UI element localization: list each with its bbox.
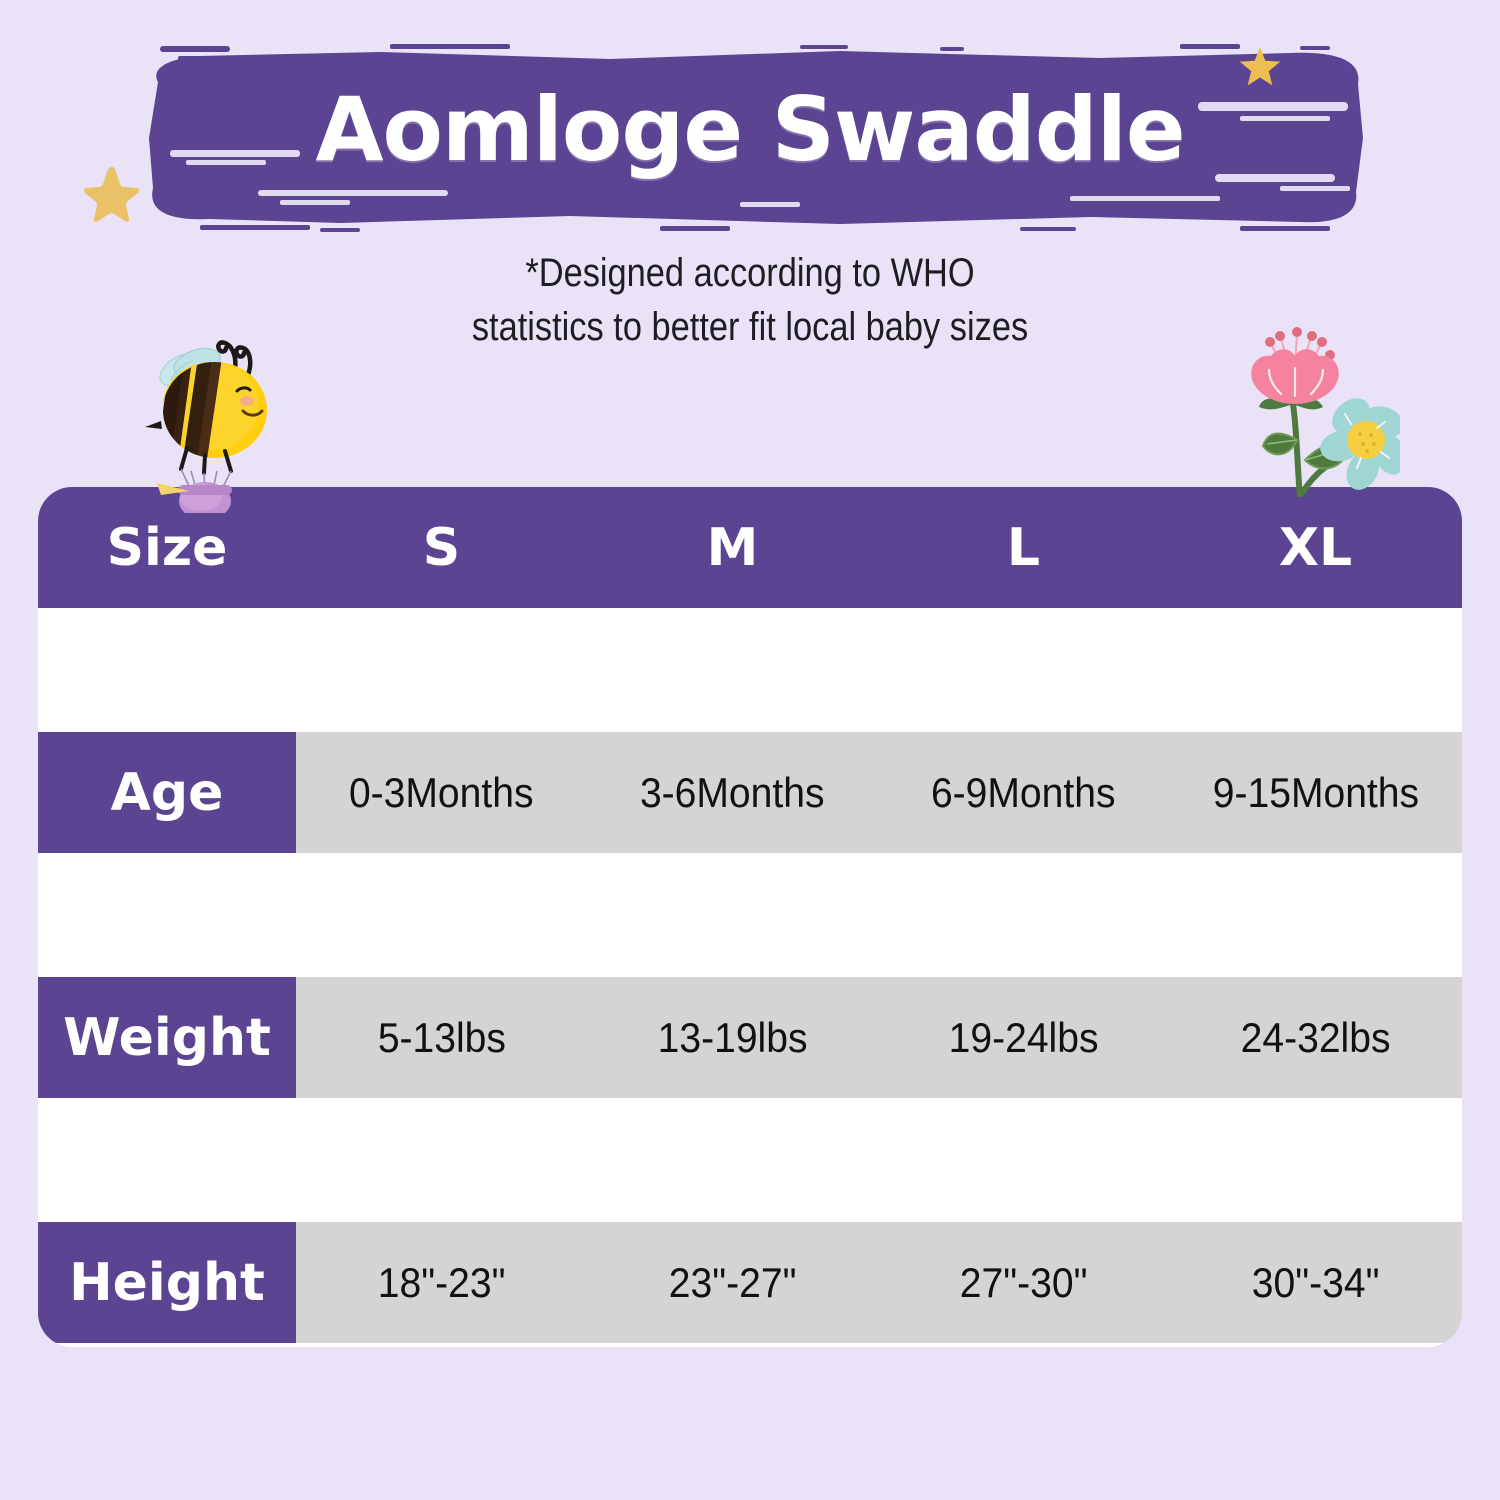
cell-age-m: 3-6Months <box>640 768 825 816</box>
table-row: Height 18"-23" 23"-27" 27"-30" 30"-34" <box>38 1222 1462 1343</box>
row-values-age: 0-3Months 3-6Months 6-9Months 9-15Months <box>296 732 1462 853</box>
subtitle-line-1: *Designed according to WHO <box>525 251 975 295</box>
cell-weight-xl: 24-32lbs <box>1240 1013 1391 1061</box>
table-header-l: L <box>1006 517 1041 578</box>
star-icon <box>83 167 140 222</box>
cell-weight-m: 13-19lbs <box>657 1013 808 1061</box>
size-chart-table: Size S M L XL Age 0-3Months 3-6Months 6-… <box>38 487 1462 1347</box>
cell-height-s: 18"-23" <box>377 1258 506 1306</box>
subtitle-line-2: statistics to better fit local baby size… <box>471 305 1029 349</box>
cell-age-xl: 9-15Months <box>1212 768 1419 816</box>
row-label-age: Age <box>38 732 296 853</box>
cell-weight-l: 19-24lbs <box>948 1013 1099 1061</box>
brush-stroke-shape <box>149 44 1363 232</box>
table-header-m: M <box>706 517 759 578</box>
cell-height-xl: 30"-34" <box>1251 1258 1380 1306</box>
cell-age-l: 6-9Months <box>931 768 1116 816</box>
page-title: Aomloge Swaddle <box>315 78 1185 181</box>
table-row: Age 0-3Months 3-6Months 6-9Months 9-15Mo… <box>38 732 1462 853</box>
subtitle: *Designed according to WHO statistics to… <box>105 246 1395 354</box>
row-label-height: Height <box>38 1222 296 1343</box>
table-header-size: Size <box>106 517 228 578</box>
table-row: Weight 5-13lbs 13-19lbs 19-24lbs 24-32lb… <box>38 977 1462 1098</box>
table-header-row: Size S M L XL <box>38 487 1462 608</box>
table-header-s: S <box>422 517 461 578</box>
row-values-weight: 5-13lbs 13-19lbs 19-24lbs 24-32lbs <box>296 977 1462 1098</box>
cell-height-m: 23"-27" <box>668 1258 797 1306</box>
table-header-xl: XL <box>1278 517 1353 578</box>
row-label-weight: Weight <box>38 977 296 1098</box>
cell-age-s: 0-3Months <box>349 768 534 816</box>
star-icon <box>1239 46 1281 86</box>
title-banner: Aomloge Swaddle <box>0 0 1500 240</box>
cell-weight-s: 5-13lbs <box>377 1013 506 1061</box>
bee-icon <box>145 340 267 513</box>
flowers-icon <box>1251 327 1400 497</box>
cell-height-l: 27"-30" <box>959 1258 1088 1306</box>
row-values-height: 18"-23" 23"-27" 27"-30" 30"-34" <box>296 1222 1462 1343</box>
